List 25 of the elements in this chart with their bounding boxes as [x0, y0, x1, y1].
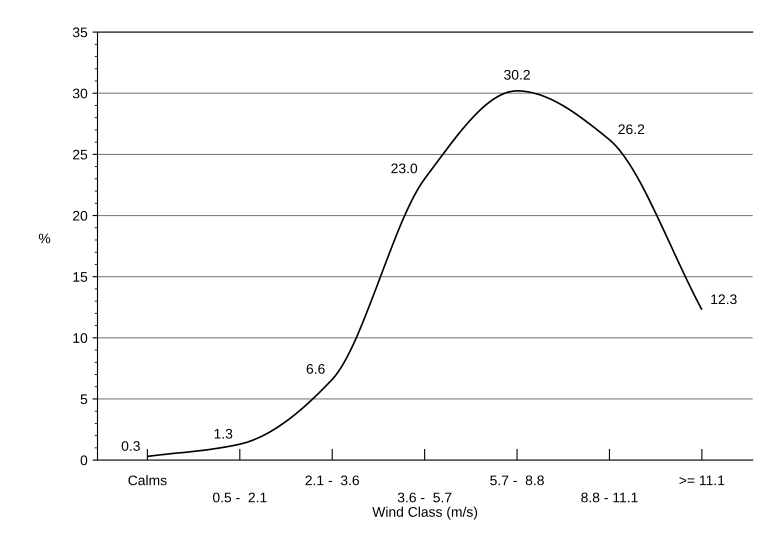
y-tick-label: 5	[80, 394, 88, 404]
x-tick-label: Calms	[128, 475, 167, 486]
line-series	[146, 90, 703, 458]
text: 6.6	[306, 364, 325, 374]
text: 26.2	[618, 124, 644, 134]
x-tick-label: 8.8 - 11.1	[581, 492, 638, 502]
y-tick-label: 30	[72, 88, 88, 98]
text: 30.2	[504, 70, 530, 80]
y-axis-title: %	[38, 234, 50, 244]
x-tick-label: >= 11.1	[680, 476, 724, 486]
y-tick-label: 0	[80, 455, 88, 466]
x-axis-title: Wind Class (m/s)	[372, 506, 478, 520]
x-tick-label: 2.1 - 3.6	[306, 475, 360, 486]
y-tick-label: 25	[73, 150, 88, 160]
y-tick-label: 35	[72, 27, 88, 38]
x-tick-label: 5.7 - 8.8	[490, 475, 544, 486]
text: 1.3	[214, 428, 232, 439]
text: 12.3	[711, 294, 737, 304]
y-tick-label: 20	[73, 210, 88, 221]
x-tick-label: 3.6 - 5.7	[398, 492, 452, 502]
y-tick-label: 10	[73, 333, 88, 343]
y-tick-label: 15	[73, 272, 88, 282]
text: 23.0	[391, 163, 418, 174]
text: 0.3	[122, 441, 140, 451]
x-tick-label: 0.5 - 2.1	[212, 492, 267, 502]
